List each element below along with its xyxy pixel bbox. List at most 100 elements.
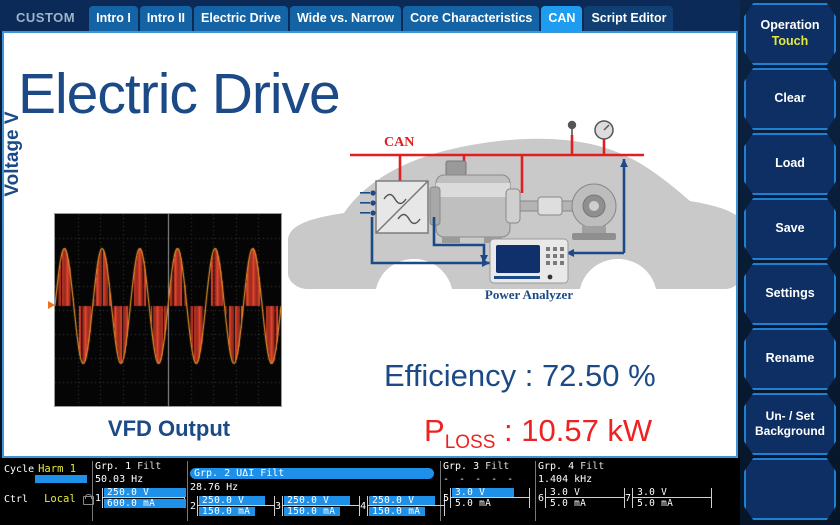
wiring-arrowheads xyxy=(480,159,628,267)
group-2-frequency: 28.76 Hz xyxy=(190,482,239,493)
right-sidebar: Operation Touch Clear Load Save Settings… xyxy=(740,0,840,525)
channel-3[interactable]: 3 250.0 V 150.0 mA xyxy=(275,495,361,517)
can-bus xyxy=(350,135,644,193)
tab-can[interactable]: CAN xyxy=(541,6,583,31)
sidebar-button-clear[interactable]: Clear xyxy=(744,68,836,130)
group-1-name: Grp. 1 xyxy=(95,461,132,472)
efficiency-readout: Efficiency : 72.50 % xyxy=(384,358,656,394)
tab-wide-vs-narrow[interactable]: Wide vs. Narrow xyxy=(289,6,402,31)
ctrl-value[interactable]: Local xyxy=(44,493,76,505)
electric-drive-diagram: CAN xyxy=(288,120,736,319)
channel-4-bracket xyxy=(367,496,446,516)
group-2-header[interactable]: Grp. 2 UΔI Filt xyxy=(190,468,434,479)
inverter-block xyxy=(360,180,435,234)
channel-5-number: 5 xyxy=(443,492,450,504)
tab-intro-1[interactable]: Intro I xyxy=(89,6,138,31)
channel-1-bracket xyxy=(102,488,185,508)
lock-icon[interactable] xyxy=(82,493,95,505)
status-divider-1 xyxy=(92,461,93,521)
sidebar-button-rename-label: Rename xyxy=(765,351,815,366)
ploss-separator: : xyxy=(495,413,522,448)
channel-3-number: 3 xyxy=(275,500,282,512)
channel-1-current: 600.0 mA xyxy=(107,498,156,509)
tab-core-characteristics[interactable]: Core Characteristics xyxy=(403,6,540,31)
power-loss-readout: PLOSS : 10.57 kW xyxy=(424,413,652,454)
status-group-2: Grp. 2 UΔI Filt 28.76 Hz 2 250.0 V 150.0… xyxy=(188,458,446,525)
channel-6-number: 6 xyxy=(538,492,545,504)
sidebar-button-rename[interactable]: Rename xyxy=(744,328,836,390)
channel-5-voltage: 3.0 V xyxy=(455,487,486,498)
group-3-frequency: - - - - - xyxy=(443,474,516,485)
status-group-3: Grp. 3 Filt - - - - - 5 3.0 V 5.0 mA xyxy=(441,458,535,525)
cycle-value[interactable]: Harm 1 xyxy=(38,463,77,475)
status-group-4: Grp. 4 Filt 1.404 kHz 6 3.0 V 5.0 mA xyxy=(536,458,713,525)
channel-6-current: 5.0 mA xyxy=(550,498,587,509)
sidebar-button-clear-label: Clear xyxy=(774,91,806,106)
sidebar-button-save[interactable]: Save xyxy=(744,198,836,260)
channel-1-voltage: 250.0 V xyxy=(107,487,150,498)
can-bus-label: CAN xyxy=(384,135,414,150)
tab-electric-drive[interactable]: Electric Drive xyxy=(194,6,288,31)
shaft-coupling xyxy=(519,196,577,216)
channel-2-number: 2 xyxy=(190,500,197,512)
tab-script-editor[interactable]: Script Editor xyxy=(584,6,674,31)
sidebar-button-settings-label: Settings xyxy=(765,286,815,301)
channel-2-bracket xyxy=(197,496,276,516)
channel-3-bracket xyxy=(282,496,361,516)
channel-7[interactable]: 7 3.0 V 5.0 mA xyxy=(625,487,713,509)
power-analyzer-icon xyxy=(489,238,569,284)
efficiency-label: Efficiency : xyxy=(384,358,542,393)
channel-3-voltage: 250.0 V xyxy=(287,495,330,506)
status-divider-3 xyxy=(440,461,441,521)
channel-7-number: 7 xyxy=(625,492,632,504)
sidebar-button-operation-label: Operation xyxy=(760,18,820,33)
channel-1[interactable]: 1 250.0 V 600.0 mA xyxy=(95,487,187,509)
channel-5[interactable]: 5 3.0 V 5.0 mA xyxy=(443,487,533,509)
sidebar-button-set-background[interactable]: Un- / Set Background xyxy=(744,393,836,455)
ploss-prefix: P xyxy=(424,413,445,448)
channel-2-voltage: 250.0 V xyxy=(202,495,245,506)
status-control-column: Cycle Harm 1 Ctrl Local xyxy=(0,458,95,525)
group-3-suffix: Filt xyxy=(485,461,510,472)
channel-7-bracket xyxy=(632,488,713,508)
ploss-subscript: LOSS xyxy=(444,432,496,454)
sidebar-button-operation[interactable]: Operation Touch xyxy=(744,3,836,65)
channel-6-bracket xyxy=(545,488,626,508)
ctrl-label: Ctrl xyxy=(4,493,29,505)
channel-1-number: 1 xyxy=(95,492,102,504)
channel-2[interactable]: 2 250.0 V 150.0 mA xyxy=(190,495,276,517)
channel-2-current: 150.0 mA xyxy=(202,506,251,517)
status-group-1: Grp. 1 Filt 50.03 Hz 1 250.0 V 600.0 mA xyxy=(93,458,187,525)
group-1-header[interactable]: Grp. 1 Filt xyxy=(95,461,185,472)
main-content-panel: Electric Drive CAN xyxy=(2,31,738,458)
group-4-header[interactable]: Grp. 4 Filt xyxy=(538,461,710,472)
sidebar-button-settings[interactable]: Settings xyxy=(744,263,836,325)
sensor-icon xyxy=(567,120,577,135)
group-2-suffix: UΔI Filt xyxy=(236,468,285,479)
efficiency-value: 72.50 % xyxy=(541,358,656,393)
sidebar-button-load[interactable]: Load xyxy=(744,133,836,195)
tab-bar: CUSTOM Intro I Intro II Electric Drive W… xyxy=(0,0,740,31)
vfd-waveform-scope[interactable] xyxy=(54,213,282,407)
scope-caption: VFD Output xyxy=(107,416,231,441)
group-3-name: Grp. 3 xyxy=(443,461,480,472)
status-bar: Cycle Harm 1 Ctrl Local Grp. 1 Filt 50.0… xyxy=(0,458,740,525)
channel-4[interactable]: 4 250.0 V 150.0 mA xyxy=(360,495,446,517)
channel-4-current: 150.0 mA xyxy=(372,506,421,517)
dynamometer-icon xyxy=(571,183,617,240)
waveform-canvas xyxy=(55,214,281,406)
sidebar-button-empty[interactable] xyxy=(744,458,836,520)
channel-4-number: 4 xyxy=(360,500,367,512)
channel-6[interactable]: 6 3.0 V 5.0 mA xyxy=(538,487,626,509)
channel-7-current: 5.0 mA xyxy=(637,498,674,509)
group-3-header[interactable]: Grp. 3 Filt xyxy=(443,461,533,472)
tab-intro-2[interactable]: Intro II xyxy=(139,6,193,31)
custom-label: CUSTOM xyxy=(16,10,76,25)
motor-icon xyxy=(429,160,521,243)
ploss-value: 10.57 kW xyxy=(521,413,653,448)
page-title: Electric Drive xyxy=(18,62,341,126)
channel-3-current: 150.0 mA xyxy=(287,506,336,517)
group-4-frequency: 1.404 kHz xyxy=(538,474,593,485)
gauge-icon xyxy=(594,120,614,140)
